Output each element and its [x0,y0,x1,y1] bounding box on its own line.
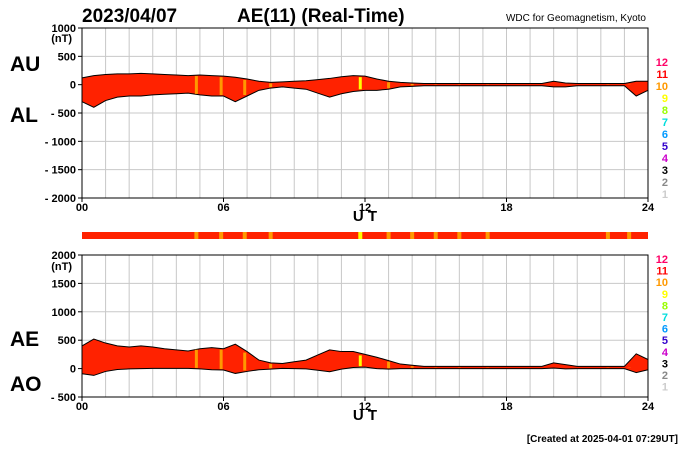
ae-ao-ytick-label: - 500 [51,392,76,404]
station-count-label: 11 [656,266,668,278]
au-al-ytick-label: - 500 [51,108,76,120]
station-count-label: 4 [662,347,669,359]
station-count-label: 1 [662,382,668,394]
au-al-x-ticks: 00 06 12 18 24 [76,198,655,214]
station-bar-marker [605,232,610,239]
station-count-label: 6 [662,129,668,141]
station-count-label: 10 [656,81,668,93]
au-al-ytick-label: 500 [58,51,76,63]
station-count-label: 9 [662,93,668,105]
station-count-label: 5 [662,141,668,153]
station-count-label: 9 [662,289,668,301]
station-bar-marker [410,232,415,239]
station-bar-marker [485,232,490,239]
station-count-label: 5 [662,335,668,347]
station-count-label: 8 [662,105,668,117]
au-al-area [81,72,649,108]
station-count-label: 12 [656,57,668,69]
au-series-line [81,72,648,85]
ae-series-line [81,338,649,367]
date-label: 2023/04/07 [82,6,177,27]
station-count-label: 2 [662,370,668,382]
ae-ao-xlabel: U T [353,407,377,424]
ao-series-label: AO [10,373,42,396]
au-al-ytick-label: - 1000 [45,136,76,148]
station-bar-marker [219,232,224,239]
ae-ao-panel: 2000 1500 1000 500 0 - 500 00 06 12 18 24 (nT) U … [10,250,655,424]
ae-ao-xtick-label: 06 [217,401,229,413]
ae-ao-xtick-label: 12 [359,401,371,413]
station-bar-base [82,232,648,239]
station-bar-marker [242,232,247,239]
station-bar-marker [627,232,632,239]
au-al-xlabel: U T [353,208,377,225]
station-bar-marker [194,232,199,239]
station-bar-marker [386,232,391,239]
au-series-label: AU [10,53,40,76]
ae-ao-y-ticks: 2000 1500 1000 500 0 - 500 [51,250,82,404]
station-count-label: 10 [656,277,668,289]
station-count-label: 1 [662,189,668,201]
au-al-ylabel: (nT) [51,33,72,45]
station-count-label: 8 [662,300,668,312]
station-bar-marker [268,232,273,239]
ae-ao-grid [82,255,648,397]
ae-ao-ytick-label: 1500 [52,278,76,290]
ae-ao-area [81,338,649,376]
au-al-ytick-label: - 2000 [45,193,76,205]
ao-series-line [81,366,649,376]
ae-ao-x-ticks: 00 06 12 18 24 [76,397,655,413]
al-series-label: AL [10,104,38,127]
station-count-bar [82,232,648,239]
au-al-y-ticks: 1000 500 0 - 500 - 1000 - 1500 - 2000 [45,23,82,205]
ae-ao-xtick-label: 18 [500,401,512,413]
au-al-xtick-label: 24 [642,202,655,214]
au-al-ytick-label: - 1500 [45,165,76,177]
ae-ao-ylabel: (nT) [51,261,72,273]
ae-ao-ytick-label: 1000 [52,307,76,319]
station-count-label: 7 [662,117,668,129]
ae-ao-ytick-label: 2000 [52,250,76,262]
au-al-xtick-label: 12 [359,202,371,214]
au-al-grid [82,28,648,198]
ae-ao-xtick-label: 00 [76,401,88,413]
source-label: WDC for Geomagnetism, Kyoto [506,13,646,24]
station-bar-marker [433,232,438,239]
station-bar-marker [457,232,462,239]
ae-ao-ytick-label: 500 [58,335,76,347]
au-al-xtick-label: 00 [76,202,88,214]
title-label: AE(11) (Real-Time) [237,6,405,27]
au-al-ytick-label: 1000 [52,23,76,35]
created-timestamp: [Created at 2025-04-01 07:29UT] [527,434,678,445]
al-series-line [81,85,649,108]
au-al-xtick-label: 18 [500,202,512,214]
ae-ao-xtick-label: 24 [642,401,655,413]
station-count-label: 2 [662,177,668,189]
station-count-label: 6 [662,324,668,336]
au-al-ytick-label: 0 [70,80,76,92]
au-al-panel: 1000 500 0 - 500 - 1000 - 1500 - 2000 00 06 12 18… [10,23,655,225]
station-count-label: 7 [662,312,668,324]
ae-ao-ytick-label: 0 [70,364,76,376]
station-count-label: 3 [662,358,668,370]
station-count-label: 12 [656,254,668,266]
station-count-label: 3 [662,165,668,177]
au-al-xtick-label: 06 [217,202,229,214]
ae-series-label: AE [10,328,39,351]
station-count-label: 11 [656,69,668,81]
station-bar-marker [358,232,363,239]
station-count-label: 4 [662,153,669,165]
